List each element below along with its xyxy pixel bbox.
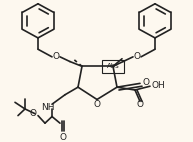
- Text: Abs: Abs: [107, 63, 119, 69]
- Text: O: O: [136, 100, 144, 109]
- Text: O: O: [93, 100, 101, 109]
- Text: O: O: [59, 133, 67, 142]
- FancyBboxPatch shape: [102, 60, 124, 73]
- Text: NH: NH: [41, 103, 55, 112]
- Text: O: O: [52, 52, 59, 61]
- Text: O: O: [30, 109, 37, 118]
- Text: OH: OH: [152, 81, 166, 90]
- Text: O: O: [143, 78, 150, 87]
- Text: O: O: [134, 52, 141, 61]
